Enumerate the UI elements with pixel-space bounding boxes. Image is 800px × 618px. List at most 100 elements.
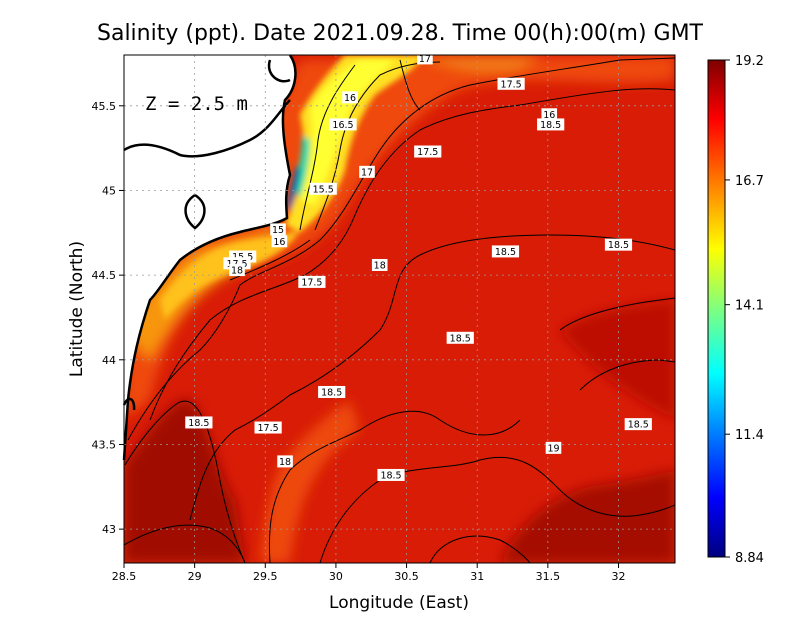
coastline [122,54,297,461]
contour-label: 16 [271,235,288,248]
contour-label-text: 18.5 [188,418,209,429]
y-tick-label: 44.5 [92,269,117,282]
x-tick-label: 29.5 [253,570,278,583]
contour-label-text: 16.5 [332,120,353,131]
y-tick-label: 43 [102,523,116,536]
chart-title: Salinity (ppt). Date 2021.09.28. Time 00… [97,21,704,46]
contour-label-text: 16 [344,93,356,104]
contour-label: 15.5 [309,182,337,195]
contour-label-text: 19 [547,443,559,454]
contour-label-box [277,455,293,468]
colorbar-tick-label: 16.7 [735,174,764,189]
colorbar: 19.2 16.7 14.1 11.4 8.84 [707,54,764,566]
land-mass [122,54,297,461]
contour-label-box [298,275,326,288]
contour-label-text: 18.5 [628,420,649,431]
x-tick-label: 28.5 [112,570,137,583]
contour-label-box [229,264,245,277]
contour-label-box [414,145,442,158]
x-tick-label: 30.5 [394,570,419,583]
contour-label-box [254,421,282,434]
y-tick-label: 45.5 [92,100,117,113]
contour-label-box [329,118,357,131]
contour-label-text: 16 [273,237,285,248]
contour-label-text: 18.5 [321,387,342,398]
contour-label-text: 17 [361,167,373,178]
contour-label-box [229,250,257,263]
colorbar-tick-label: 14.1 [735,299,764,314]
contour-label: 18.5 [185,416,213,429]
contour-label: 17.5 [254,421,282,434]
contour-label-text: 17.5 [417,147,438,158]
contour-label-box [271,235,288,248]
contour-label-text: 15.5 [313,184,334,195]
contour-label-box [541,108,558,121]
plot-frame [123,54,676,564]
contour-label-box [624,418,652,431]
contour-label-box [359,165,375,178]
contour-label-text: 18.5 [540,120,561,131]
contour-label-text: 15 [272,225,284,236]
y-axis: 43 43.5 44 44.5 45 45.5 [92,100,124,536]
contour-label-box [537,118,565,131]
contour-label: 18.5 [537,118,565,131]
colorbar-ticks: 19.2 16.7 14.1 11.4 8.84 [725,54,764,566]
contour-label-text: 18.5 [380,470,401,481]
colorbar-tick-label: 19.2 [735,54,764,69]
grid-lines [124,55,675,563]
land-fill [124,55,296,460]
contour-label-text: 17 [419,54,431,65]
contour-label: 17 [417,52,433,65]
contour-label-text: 18 [231,266,243,277]
contour-label: 18 [371,258,388,271]
x-tick-label: 31.5 [536,570,561,583]
y-tick-label: 44 [102,354,116,367]
contour-label: 18 [229,264,245,277]
contour-label: 18.5 [318,385,346,398]
contour-label-box [185,416,213,429]
x-tick-label: 32 [611,570,625,583]
contour-label: 15 [270,223,286,236]
colorbar-tick-label: 11.4 [735,428,764,443]
contour-label-box [491,245,520,258]
contour-label-text: 18.5 [450,333,471,344]
contour-label: 16 [541,108,558,121]
contour-label: 18.5 [491,245,520,258]
contour-label-box [446,331,474,344]
contour-label-box [309,182,337,195]
contour-label: 18 [277,455,293,468]
contour-label: 18.5 [604,238,633,251]
contour-label-text: 18.5 [495,247,516,258]
contour-label-text: 18 [374,260,386,271]
contour-label: 17.5 [497,77,525,90]
contour-label: 18.5 [377,468,405,481]
contour-label-text: 16 [543,110,555,121]
contour-label-box [497,77,525,90]
contour-label-box [545,441,562,454]
contour-label: 18.5 [446,331,474,344]
x-tick-label: 29 [188,570,202,583]
contour-label-box [604,238,633,251]
contour-labels: 1717.5161618.516.517.51715.5151615.517.5… [185,52,652,481]
contour-label: 17.5 [414,145,442,158]
contour-label-text: 17.5 [501,79,522,90]
x-tick-label: 31 [470,570,484,583]
colorbar-gradient [707,59,726,558]
y-tick-label: 43.5 [92,438,117,451]
y-tick-label: 45 [102,184,116,197]
contour-label-text: 17.5 [301,277,322,288]
contour-label: 16.5 [329,118,357,131]
contour-label: 18.5 [624,418,652,431]
x-axis-label: Longitude (East) [329,593,469,613]
x-axis: 28.5 29 29.5 30 30.5 31 31.5 32 [112,563,625,583]
colorbar-tick-label: 8.84 [735,551,764,566]
contour-label-text: 18.5 [608,240,629,251]
contour-label-text: 17.5 [258,423,279,434]
contour-label-box [318,385,346,398]
contour-label-box [270,223,286,236]
contour-label-box [371,258,388,271]
land-outlines [122,59,291,411]
x-tick-label: 30 [329,570,343,583]
contour-label-box [377,468,405,481]
